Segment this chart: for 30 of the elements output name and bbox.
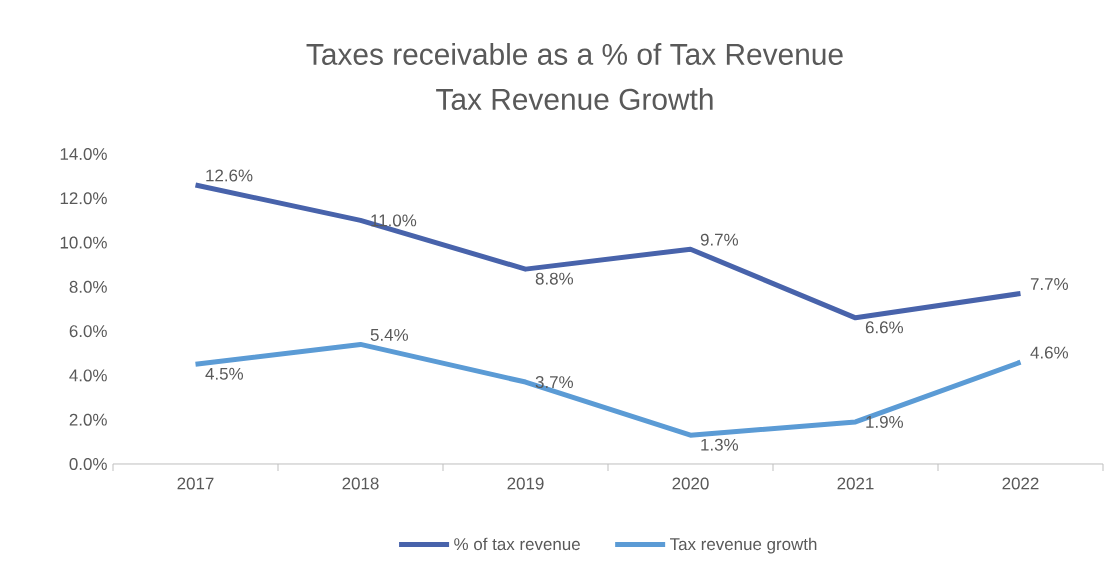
data-label: 4.6% xyxy=(1030,346,1069,359)
y-tick-label: 10.0% xyxy=(60,236,107,249)
data-label: 12.6% xyxy=(206,169,253,182)
y-tick-label: 6.0% xyxy=(69,325,107,338)
y-tick-label: 14.0% xyxy=(60,147,107,160)
x-tick-label: 2019 xyxy=(507,477,544,490)
data-label: 1.9% xyxy=(866,415,904,428)
data-label: 7.7% xyxy=(1030,278,1069,290)
x-tick-label: 2020 xyxy=(672,477,709,490)
y-tick-label: 12.0% xyxy=(60,192,107,205)
data-label: 8.8% xyxy=(535,272,574,285)
data-label: 11.0% xyxy=(371,214,417,227)
chart-subtitle: Tax Revenue Growth xyxy=(436,88,713,110)
x-tick-label: 2018 xyxy=(342,477,379,490)
legend-label: % of tax revenue xyxy=(454,537,580,551)
x-tick-label: 2017 xyxy=(177,477,214,490)
data-label: 6.6% xyxy=(865,321,904,334)
chart-title: Taxes receivable as a % of Tax Revenue xyxy=(306,43,843,65)
data-label: 3.7% xyxy=(535,376,574,389)
data-label: 1.3% xyxy=(701,438,739,451)
y-tick-label: 8.0% xyxy=(69,280,107,293)
x-tick-label: 2022 xyxy=(1002,477,1039,490)
y-tick-label: 4.0% xyxy=(69,369,107,382)
y-tick-label: 0.0% xyxy=(69,457,107,470)
x-tick-label: 2021 xyxy=(837,477,874,490)
data-label: 9.7% xyxy=(700,233,739,246)
data-label: 5.4% xyxy=(370,328,409,341)
y-tick-label: 2.0% xyxy=(69,413,107,426)
legend-label: Tax revenue growth xyxy=(670,537,817,554)
data-label: 4.5% xyxy=(205,367,244,380)
